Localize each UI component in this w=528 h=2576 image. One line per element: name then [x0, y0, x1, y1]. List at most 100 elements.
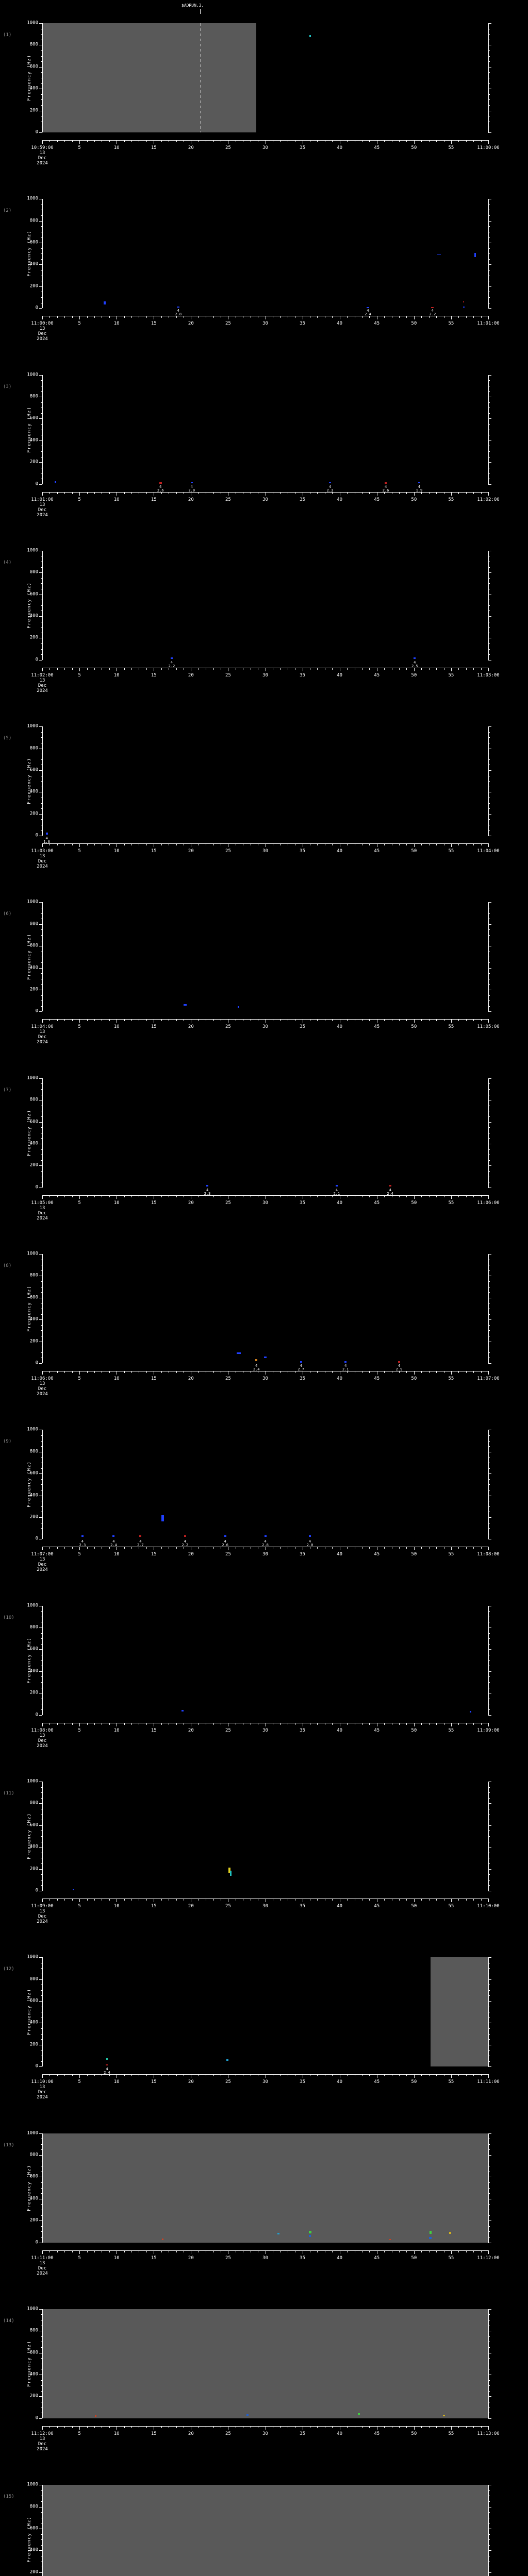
detection-annotation: 4 2.1 — [334, 1188, 340, 1196]
y-axis-tick-label: 400 — [29, 2547, 38, 2553]
x-axis-tick — [94, 140, 95, 142]
x-axis-tick-label: 5 — [78, 1376, 81, 1382]
detection-mark — [366, 307, 369, 308]
x-axis-tick-label: 40 — [337, 321, 343, 327]
x-axis-tick — [109, 667, 110, 670]
y-axis-tick-right — [488, 1874, 490, 1875]
spectrogram-plot-area[interactable]: 0 200 400 600 800 1000 Frequency (Hz) (11) — [3, 1779, 491, 1893]
spectrogram-plot-area[interactable]: 0 200 400 600 800 1000 Frequency (Hz) (10) — [3, 1603, 491, 1717]
spectrogram-plot-area[interactable]: 0 200 400 600 800 1000 Frequency (Hz) (12) — [3, 1955, 491, 2069]
y-axis-tick-right — [488, 1528, 490, 1529]
x-axis-tick — [458, 2250, 459, 2252]
x-axis-tick — [436, 1898, 437, 1901]
x-axis-tick-label: 30 — [262, 1376, 268, 1382]
x-axis-tick — [42, 1722, 43, 1726]
x-axis-tick-label: 10 — [113, 497, 120, 502]
y-axis-tick — [39, 770, 42, 771]
y-axis-tick — [41, 803, 42, 804]
x-axis-tick — [406, 1195, 407, 1197]
y-axis-tick-label: 400 — [29, 2196, 38, 2201]
spectrogram-plot-area[interactable]: 0 200 400 600 800 1000 Frequency (Hz) (5) — [3, 724, 491, 838]
x-axis-tick — [369, 843, 370, 846]
date-line: 2024 — [37, 512, 48, 518]
spectrogram-plot-area[interactable]: 0 200 400 600 800 1000 Frequency (Hz) (13) — [3, 2131, 491, 2245]
y-axis-tick-right — [488, 2133, 491, 2134]
x-axis-tick — [64, 1722, 65, 1725]
annotation-count: 4 — [389, 1188, 391, 1192]
x-axis-tick — [213, 1547, 214, 1549]
y-axis-tick-right — [488, 1660, 490, 1661]
x-axis-tick — [458, 1547, 459, 1549]
x-axis-tick — [161, 1547, 162, 1549]
y-axis-tick-right — [488, 649, 490, 650]
y-axis-tick-right — [488, 1314, 490, 1315]
y-axis-tick — [39, 1869, 42, 1870]
x-axis-tick — [57, 843, 58, 846]
spectrogram-panel: 0 200 400 600 800 1000 Frequency (Hz) (10) 11:08… — [0, 1583, 528, 1758]
x-axis-tick-label: 10 — [113, 672, 120, 678]
x-axis-tick — [87, 1019, 88, 1022]
x-axis-tick — [428, 140, 430, 142]
x-axis-tick — [79, 843, 80, 848]
x-axis-tick — [399, 316, 400, 318]
y-axis-tick — [41, 929, 42, 930]
x-axis-tick — [317, 2250, 318, 2252]
y-axis-tick — [39, 2572, 42, 2573]
annotation-value: 2.6 — [222, 1543, 228, 1548]
x-axis-tick — [428, 492, 430, 494]
y-axis-tick-right — [488, 1671, 491, 1672]
y-axis-tick — [41, 1440, 42, 1442]
spectrogram-plot-area[interactable]: 0 200 400 600 800 1000 Frequency (Hz) (8) — [3, 1251, 491, 1365]
annotation-value: 1.6 — [43, 840, 50, 844]
x-axis-tick-label: 11:05:00 — [31, 1200, 54, 1206]
y-axis-tick-right — [488, 1011, 491, 1012]
x-axis-tick — [384, 843, 385, 846]
spectrogram-plot-area[interactable]: 0 200 400 600 800 1000 Frequency (Hz) (9) — [3, 1427, 491, 1541]
y-axis-tick — [41, 94, 42, 95]
date-line: 2024 — [37, 864, 48, 870]
x-axis-tick-label: 10 — [113, 1024, 120, 1030]
y-axis-tick-right — [488, 308, 491, 309]
x-axis-tick — [466, 667, 467, 670]
x-axis-tick — [94, 492, 95, 494]
x-axis-tick-label: 45 — [374, 672, 380, 678]
x-axis-tick — [72, 2426, 73, 2428]
x-axis-tick — [57, 1722, 58, 1725]
x-axis-tick — [414, 2426, 415, 2430]
x-axis-tick — [131, 2074, 132, 2077]
y-axis-tick — [41, 2204, 42, 2205]
y-axis-tick-right — [488, 105, 490, 106]
x-axis-tick — [347, 667, 348, 670]
spectrogram-plot-area[interactable]: 0 200 400 600 800 1000 Frequency (Hz) (7) — [3, 1076, 491, 1190]
spectrogram-plot-area[interactable]: 0 200 400 600 800 1000 Frequency (Hz) (1) — [3, 21, 491, 134]
spectrogram-plot-area[interactable]: 0 200 400 600 800 1000 Frequency (Hz) (3) — [3, 372, 491, 486]
y-axis-tick — [41, 380, 42, 381]
y-axis-tick-label: 400 — [29, 2371, 38, 2377]
x-axis-tick — [406, 492, 407, 494]
y-axis-tick-right — [488, 2358, 490, 2359]
date-line: 2024 — [37, 1919, 48, 1924]
spectrogram-plot-area[interactable]: 0 200 400 600 800 1000 Frequency (Hz) (4) — [3, 548, 491, 662]
y-axis-tick-right — [488, 1457, 490, 1458]
spectrogram-plot-area[interactable]: 0 200 400 600 800 1000 Frequency (Hz) (14) — [3, 2307, 491, 2420]
y-axis-tick — [39, 418, 42, 419]
x-axis-tick — [161, 2250, 162, 2252]
detection-mark — [442, 2415, 445, 2416]
spectrogram-plot-area[interactable]: 0 200 400 600 800 1000 Frequency (Hz) (6) — [3, 900, 491, 1013]
y-axis-tick-label: 200 — [29, 1514, 38, 1520]
x-axis-tick — [72, 1195, 73, 1197]
y-axis-tick-right — [488, 1479, 490, 1480]
x-axis-tick — [64, 1019, 65, 1022]
x-axis-tick-label: 11:02:00 — [31, 672, 54, 678]
y-axis-tick-right — [488, 462, 491, 463]
x-axis-tick — [488, 1371, 489, 1375]
y-axis-tick — [41, 1709, 42, 1710]
x-axis-tick — [481, 140, 482, 142]
x-axis-tick — [124, 1371, 125, 1374]
x-axis-tick-label: 11:09:00 — [477, 1727, 500, 1733]
y-axis-tick-label: 400 — [29, 1141, 38, 1146]
detection-annotation: 4 2.3 — [79, 1540, 86, 1547]
x-axis-tick — [146, 140, 147, 142]
spectrogram-plot-area[interactable]: 0 200 400 600 800 1000 Frequency (Hz) (2) — [3, 196, 491, 310]
